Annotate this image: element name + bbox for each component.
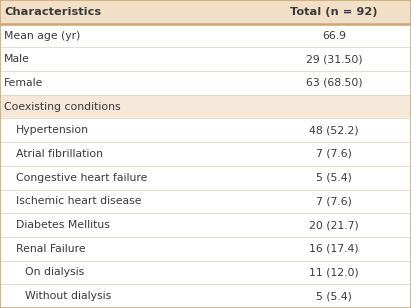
Text: 5 (5.4): 5 (5.4) [316,291,352,301]
Bar [0,284,411,308]
Text: 63 (68.50): 63 (68.50) [306,78,362,88]
Text: Mean age (yr): Mean age (yr) [4,30,81,41]
Text: Diabetes Mellitus: Diabetes Mellitus [16,220,109,230]
Text: Without dialysis: Without dialysis [25,291,111,301]
Text: Coexisting conditions: Coexisting conditions [4,102,121,111]
Bar [0,24,411,47]
Text: Ischemic heart disease: Ischemic heart disease [16,197,141,206]
Text: Male: Male [4,54,30,64]
Bar [0,119,411,142]
Bar [0,237,411,261]
Text: 7 (7.6): 7 (7.6) [316,197,352,206]
Text: On dialysis: On dialysis [25,267,84,278]
Text: Atrial fibrillation: Atrial fibrillation [16,149,103,159]
Text: 20 (21.7): 20 (21.7) [309,220,359,230]
Text: 66.9: 66.9 [322,30,346,41]
Bar [0,71,411,95]
Bar [0,95,411,119]
Bar [0,0,411,24]
Text: Total (n = 92): Total (n = 92) [290,7,378,17]
Text: Characteristics: Characteristics [4,7,101,17]
Text: 5 (5.4): 5 (5.4) [316,173,352,183]
Text: 11 (12.0): 11 (12.0) [309,267,359,278]
Text: 29 (31.50): 29 (31.50) [306,54,362,64]
Bar [0,189,411,213]
Bar [0,142,411,166]
Text: 7 (7.6): 7 (7.6) [316,149,352,159]
Text: Renal Failure: Renal Failure [16,244,85,254]
Bar [0,261,411,284]
Text: Hypertension: Hypertension [16,125,89,135]
Text: Female: Female [4,78,44,88]
Text: 16 (17.4): 16 (17.4) [309,244,359,254]
Text: Congestive heart failure: Congestive heart failure [16,173,147,183]
Bar [0,213,411,237]
Bar [0,47,411,71]
Text: 48 (52.2): 48 (52.2) [309,125,359,135]
Bar [0,166,411,189]
